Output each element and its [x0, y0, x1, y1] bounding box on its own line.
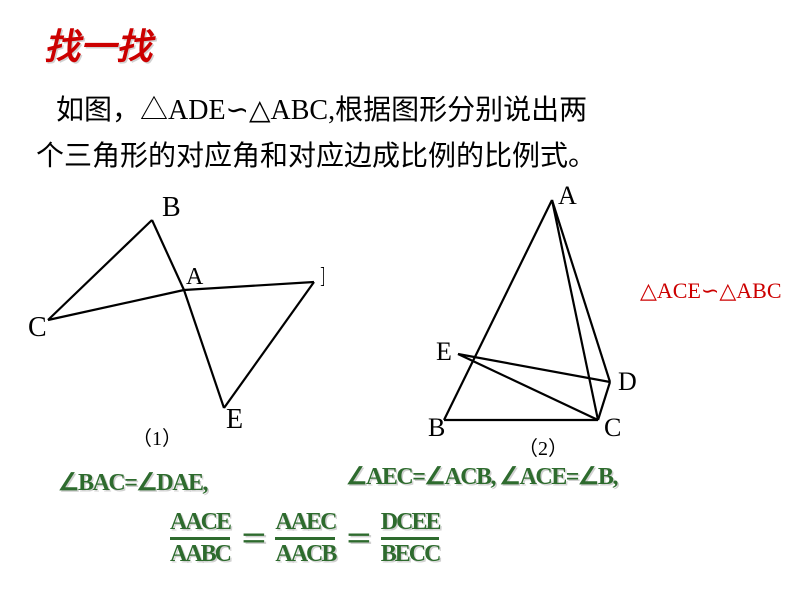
fraction-2: AAEC AACB — [275, 510, 335, 567]
svg-text:D: D — [320, 262, 324, 293]
svg-text:C: C — [604, 413, 621, 440]
svg-text:D: D — [618, 367, 637, 396]
fraction-3: DCEE BECC — [381, 510, 440, 567]
angle-equality-1: ∠BAC=∠DAE, — [58, 468, 207, 497]
equals-1: = — [241, 520, 264, 558]
frac3-num: DCEE — [381, 510, 440, 535]
frac3-den: BECC — [381, 542, 440, 567]
svg-text:A: A — [186, 264, 204, 290]
frac1-bar — [170, 537, 230, 540]
figure-2: A B CD E — [398, 180, 658, 440]
figure-1-caption: （1） — [132, 422, 182, 451]
equals-2: = — [347, 520, 370, 558]
angle-equality-2: ∠AEC=∠ACB, ∠ACE=∠B, — [346, 462, 617, 491]
ratio-row: AACE AABC = AAEC AACB = DCEE BECC — [170, 510, 439, 567]
figure-2-caption: （2） — [518, 432, 568, 461]
svg-text:C: C — [28, 312, 47, 343]
frac2-bar — [275, 537, 335, 540]
frac2-num: AAEC — [275, 510, 335, 535]
svg-text:B: B — [162, 192, 181, 223]
svg-text:A: A — [558, 181, 577, 210]
body-line-1: 如图，△ADE∽△ABC,根据图形分别说出两 — [56, 88, 587, 128]
frac3-bar — [381, 537, 440, 540]
svg-text:E: E — [436, 337, 452, 366]
figure-1: A B C D E — [24, 190, 324, 430]
side-similarity-text: △ACE∽△ABC — [640, 278, 782, 304]
frac2-den: AACB — [275, 542, 335, 567]
svg-text:B: B — [428, 413, 445, 440]
fraction-1: AACE AABC — [170, 510, 230, 567]
svg-text:E: E — [226, 404, 243, 430]
page-title: 找一找 — [44, 18, 152, 70]
body-line-2: 个三角形的对应角和对应边成比例的比例式。 — [36, 134, 596, 174]
frac1-num: AACE — [170, 510, 230, 535]
frac1-den: AABC — [170, 542, 230, 567]
